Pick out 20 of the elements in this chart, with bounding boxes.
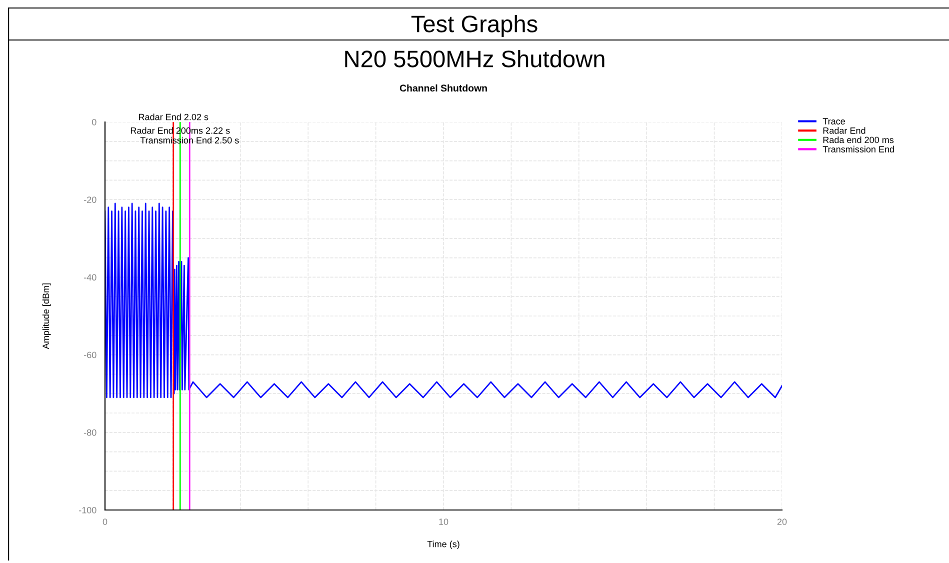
line-series <box>105 202 782 398</box>
y-tick-label: -80 <box>84 429 96 436</box>
y-tick-label: -60 <box>84 352 96 358</box>
chart-title: Channel Shutdown <box>400 84 487 92</box>
y-axis-title: Amplitude [dBm] <box>42 284 51 350</box>
legend-label: Transmission End <box>822 146 894 152</box>
x-axis-title: Time (s) <box>427 540 460 550</box>
text: Test Graphs <box>411 14 538 38</box>
x-tick-label: 20 <box>777 518 787 525</box>
y-tick-label: -20 <box>84 196 96 203</box>
y-tick-label: -40 <box>84 274 96 281</box>
legend-label: Trace <box>822 118 845 124</box>
y-tick-label: -100 <box>79 506 96 514</box>
x-tick-label: 0 <box>102 518 108 525</box>
y-tick-label: 0 <box>92 118 96 126</box>
x-tick-label: 10 <box>439 518 448 525</box>
text: N20 5500MHz Shutdown <box>345 50 604 68</box>
annotation: Radar End 2.02 s <box>138 114 208 120</box>
legend-label: Radar End <box>823 127 866 134</box>
legend-label: Rada end 200 ms <box>823 136 894 144</box>
